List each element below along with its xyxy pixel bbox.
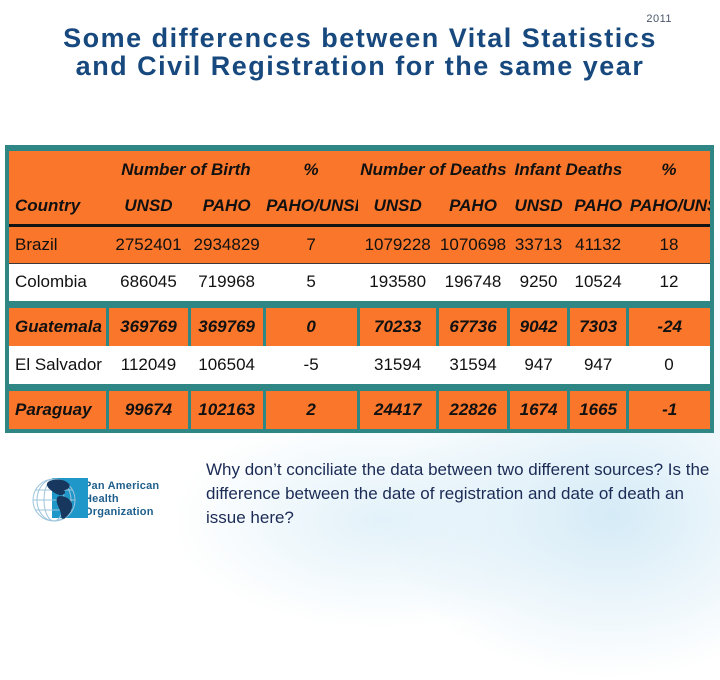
value-cell: 2934829: [189, 225, 265, 264]
value-cell: 112049: [107, 346, 190, 384]
logo-line: Pan American: [84, 480, 160, 493]
logo-line: Health: [84, 492, 119, 505]
value-cell: 947: [568, 346, 628, 384]
subheader-unsd-births: UNSD: [107, 188, 190, 227]
value-cell: 196748: [437, 263, 509, 301]
value-cell: 1070698: [437, 225, 509, 264]
value-cell: 686045: [107, 263, 190, 301]
country-cell: Guatemala: [9, 308, 108, 346]
paho-logo: Pan American Health Organization: [30, 458, 178, 530]
value-cell: 102163: [187, 391, 265, 429]
country-cell: Paraguay: [9, 391, 108, 429]
header-spacer: [9, 151, 108, 188]
subheader-paho-unsd-births: PAHO/UNSD: [264, 188, 359, 227]
value-cell: -5: [264, 346, 359, 384]
subheader-paho-infant: PAHO: [568, 188, 628, 227]
value-cell: 31594: [437, 346, 509, 384]
value-cell: 9250: [508, 263, 569, 301]
logo-line: Organization: [84, 505, 154, 518]
header-number-of-birth: Number of Birth: [107, 151, 265, 188]
value-cell: 2752401: [107, 225, 190, 264]
value-cell: 33713: [508, 225, 569, 264]
statistics-table: Number of Birth % Number of Deaths Infan…: [5, 145, 714, 433]
paho-globe-icon: [30, 470, 88, 528]
paho-logo-text: Pan American Health Organization: [84, 480, 159, 518]
value-cell: 947: [508, 346, 569, 384]
value-cell: 2: [262, 391, 359, 429]
subheader-paho-deaths: PAHO: [437, 188, 509, 227]
header-percent-births: %: [264, 151, 359, 188]
table-subheader-row: Country UNSD PAHO PAHO/UNSD UNSD PAHO UN…: [9, 188, 710, 227]
subheader-paho-unsd-infant: PAHO/UNSD: [627, 188, 710, 227]
value-cell: 369769: [187, 308, 265, 346]
table-header-group-row: Number of Birth % Number of Deaths Infan…: [9, 151, 710, 188]
value-cell: 22826: [435, 391, 509, 429]
value-cell: 24417: [356, 391, 438, 429]
year-note: 2011: [646, 13, 672, 25]
subheader-unsd-infant: UNSD: [508, 188, 569, 227]
value-cell: 1665: [566, 391, 628, 429]
value-cell: 12: [627, 263, 710, 301]
value-cell: 70233: [356, 308, 438, 346]
table-row-brazil: Brazil 2752401 2934829 7 1079228 1070698…: [9, 225, 710, 264]
value-cell: 10524: [568, 263, 628, 301]
header-percent-infant: %: [627, 151, 710, 188]
value-cell: 18: [627, 225, 710, 264]
country-cell: Brazil: [9, 225, 108, 264]
value-cell: 5: [264, 263, 359, 301]
table-row-paraguay: Paraguay 99674 102163 2 24417 22826 1674…: [9, 391, 710, 429]
value-cell: 7303: [566, 308, 628, 346]
table-separator: [9, 384, 710, 391]
table-row-guatemala: Guatemala 369769 369769 0 70233 67736 90…: [9, 308, 710, 346]
table-separator: [9, 301, 710, 308]
table-row-el-salvador: El Salvador 112049 106504 -5 31594 31594…: [9, 346, 710, 384]
footer: Pan American Health Organization Why don…: [30, 458, 712, 530]
subheader-country: Country: [9, 188, 108, 227]
value-cell: 31594: [358, 346, 438, 384]
value-cell: 0: [627, 346, 710, 384]
value-cell: 1079228: [358, 225, 438, 264]
value-cell: 0: [262, 308, 359, 346]
value-cell: -1: [626, 391, 710, 429]
header-infant-deaths: Infant Deaths: [508, 151, 628, 188]
value-cell: 719968: [189, 263, 265, 301]
value-cell: 1674: [507, 391, 569, 429]
value-cell: 193580: [358, 263, 438, 301]
value-cell: 41132: [568, 225, 628, 264]
value-cell: 67736: [435, 308, 509, 346]
table-row-colombia: Colombia 686045 719968 5 193580 196748 9…: [9, 263, 710, 301]
value-cell: -24: [626, 308, 710, 346]
value-cell: 99674: [106, 391, 190, 429]
slide-title: Some differences between Vital Statistic…: [63, 23, 657, 82]
header-number-of-deaths: Number of Deaths: [358, 151, 509, 188]
country-cell: El Salvador: [9, 346, 108, 384]
slide: { "slide": { "year_note": "2011", "title…: [5, 13, 720, 680]
value-cell: 9042: [507, 308, 569, 346]
subheader-unsd-deaths: UNSD: [358, 188, 438, 227]
subheader-paho-births: PAHO: [189, 188, 265, 227]
question-text: Why don’t conciliate the data between tw…: [206, 460, 710, 528]
country-cell: Colombia: [9, 263, 108, 301]
value-cell: 106504: [189, 346, 265, 384]
value-cell: 369769: [106, 308, 190, 346]
value-cell: 7: [264, 225, 359, 264]
